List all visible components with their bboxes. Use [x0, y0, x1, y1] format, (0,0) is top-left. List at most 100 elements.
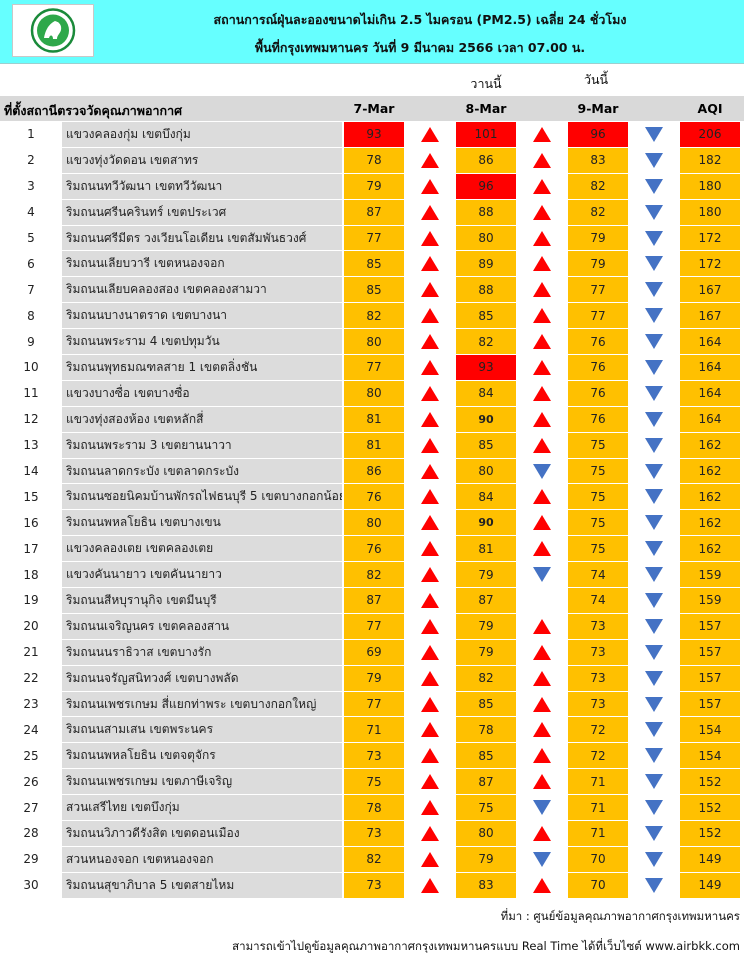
aqi-value: 149 — [680, 846, 740, 873]
aqi-value: 162 — [680, 510, 740, 537]
station-location: สวนหนองจอก เขตหนองจอก — [62, 846, 342, 873]
arrow-up-icon — [533, 670, 551, 686]
arrow-down-icon — [645, 308, 663, 324]
row-number: 15 — [0, 484, 62, 511]
station-location: สวนเสรีไทย เขตบึงกุ่ม — [62, 795, 342, 822]
arrow-down-icon — [645, 592, 663, 608]
trend-cell-2 — [516, 795, 568, 822]
row-number: 12 — [0, 406, 62, 433]
pm25-value-9mar: 70 — [568, 846, 628, 873]
trend-cell-2 — [516, 484, 568, 511]
arrow-up-icon — [421, 774, 439, 790]
arrow-down-icon — [533, 567, 551, 583]
arrow-down-icon — [533, 851, 551, 867]
arrow-up-icon — [533, 385, 551, 401]
row-number: 7 — [0, 277, 62, 304]
row-number: 20 — [0, 613, 62, 640]
arrow-down-icon — [645, 385, 663, 401]
spacer — [740, 691, 744, 718]
trend-cell-1 — [404, 665, 456, 692]
pm25-value-9mar: 74 — [568, 562, 628, 589]
arrow-up-icon — [533, 411, 551, 427]
aqi-value: 180 — [680, 199, 740, 226]
pm25-value-9mar: 96 — [568, 122, 628, 148]
arrow-up-icon — [421, 851, 439, 867]
arrow-down-icon — [645, 644, 663, 660]
trend-cell-3 — [628, 458, 680, 485]
arrow-down-icon — [533, 463, 551, 479]
pm25-value-7mar: 82 — [344, 303, 404, 330]
pm25-value-9mar: 73 — [568, 665, 628, 692]
spacer — [740, 536, 744, 563]
pm25-value-7mar: 77 — [344, 355, 404, 381]
trend-cell-2 — [516, 872, 568, 899]
station-location: แขวงทุ่งวัดดอน เขตสาทร — [62, 147, 342, 174]
table-row: 29 สวนหนองจอก เขตหนองจอก 82 79 70 149 — [0, 846, 744, 873]
pm25-value-8mar: 80 — [456, 225, 516, 252]
pm25-value-9mar: 77 — [568, 303, 628, 330]
spacer — [342, 613, 344, 640]
pm25-value-8mar: 79 — [456, 613, 516, 640]
station-location: ริมถนนบางนาตราด เขตบางนา — [62, 303, 342, 330]
pm25-value-9mar: 76 — [568, 406, 628, 433]
spacer — [740, 639, 744, 666]
trend-cell-3 — [628, 484, 680, 511]
spacer — [342, 251, 344, 278]
table-row: 21 ริมถนนนราธิวาส เขตบางรัก 69 79 73 157 — [0, 639, 744, 666]
spacer — [342, 665, 344, 692]
pm25-value-9mar: 72 — [568, 743, 628, 770]
trend-cell-2 — [516, 277, 568, 304]
arrow-up-icon — [421, 178, 439, 194]
spacer — [342, 458, 344, 485]
pm25-value-8mar: 85 — [456, 691, 516, 718]
pm25-value-9mar: 72 — [568, 717, 628, 744]
table-row: 2 แขวงทุ่งวัดดอน เขตสาทร 78 86 83 182 — [0, 147, 744, 174]
trend-cell-1 — [404, 458, 456, 485]
trend-cell-1 — [404, 147, 456, 174]
date3-column-header: 9-Mar — [577, 101, 619, 116]
aqi-value: 182 — [680, 147, 740, 174]
pm25-value-8mar: 93 — [456, 355, 516, 381]
row-number: 24 — [0, 717, 62, 744]
pm25-value-8mar: 88 — [456, 277, 516, 304]
arrow-up-icon — [533, 359, 551, 375]
aqi-value: 162 — [680, 458, 740, 485]
pm25-value-9mar: 83 — [568, 147, 628, 174]
arrow-up-icon — [421, 800, 439, 816]
station-location: แขวงทุ่งสองห้อง เขตหลักสี่ — [62, 406, 342, 433]
spacer — [342, 510, 344, 537]
pm25-value-8mar: 82 — [456, 329, 516, 356]
arrow-up-icon — [421, 463, 439, 479]
row-number: 10 — [0, 355, 62, 381]
table-row: 5 ริมถนนศรีมีตร วงเวียนโอเดียน เขตสัมพันธ… — [0, 225, 744, 252]
arrow-up-icon — [421, 385, 439, 401]
table-row: 23 ริมถนนเพชรเกษม สี่แยกท่าพระ เขตบางกอกใ… — [0, 691, 744, 718]
table-row: 11 แขวงบางซื่อ เขตบางซื่อ 80 84 76 164 — [0, 380, 744, 407]
row-number: 18 — [0, 562, 62, 589]
station-location: ริมถนนสุขาภิบาล 5 เขตสายไหม — [62, 872, 342, 899]
pm25-value-7mar: 82 — [344, 562, 404, 589]
trend-cell-2 — [516, 821, 568, 847]
pm25-value-9mar: 82 — [568, 199, 628, 226]
aqi-value: 162 — [680, 432, 740, 459]
pm25-value-7mar: 80 — [344, 380, 404, 407]
bma-logo — [12, 4, 94, 57]
arrow-up-icon — [533, 825, 551, 841]
station-location: ริมถนนพุทธมณฑลสาย 1 เขตตลิ่งชัน — [62, 355, 342, 381]
spacer — [740, 665, 744, 692]
arrow-down-icon — [645, 282, 663, 298]
arrow-down-icon — [645, 851, 663, 867]
arrow-down-icon — [645, 152, 663, 168]
pm25-value-8mar: 87 — [456, 769, 516, 796]
yesterday-label: วานนี้ — [470, 76, 502, 91]
trend-cell-3 — [628, 743, 680, 770]
arrow-up-icon — [533, 541, 551, 557]
spacer — [342, 562, 344, 589]
station-location: ริมถนนพระราม 3 เขตยานนาวา — [62, 432, 342, 459]
row-number: 17 — [0, 536, 62, 563]
pm25-value-8mar: 75 — [456, 795, 516, 822]
station-location: ริมถนนเพชรเกษม สี่แยกท่าพระ เขตบางกอกใหญ… — [62, 691, 342, 718]
trend-cell-1 — [404, 225, 456, 252]
pm25-value-8mar: 83 — [456, 872, 516, 899]
pm25-value-7mar: 87 — [344, 588, 404, 614]
